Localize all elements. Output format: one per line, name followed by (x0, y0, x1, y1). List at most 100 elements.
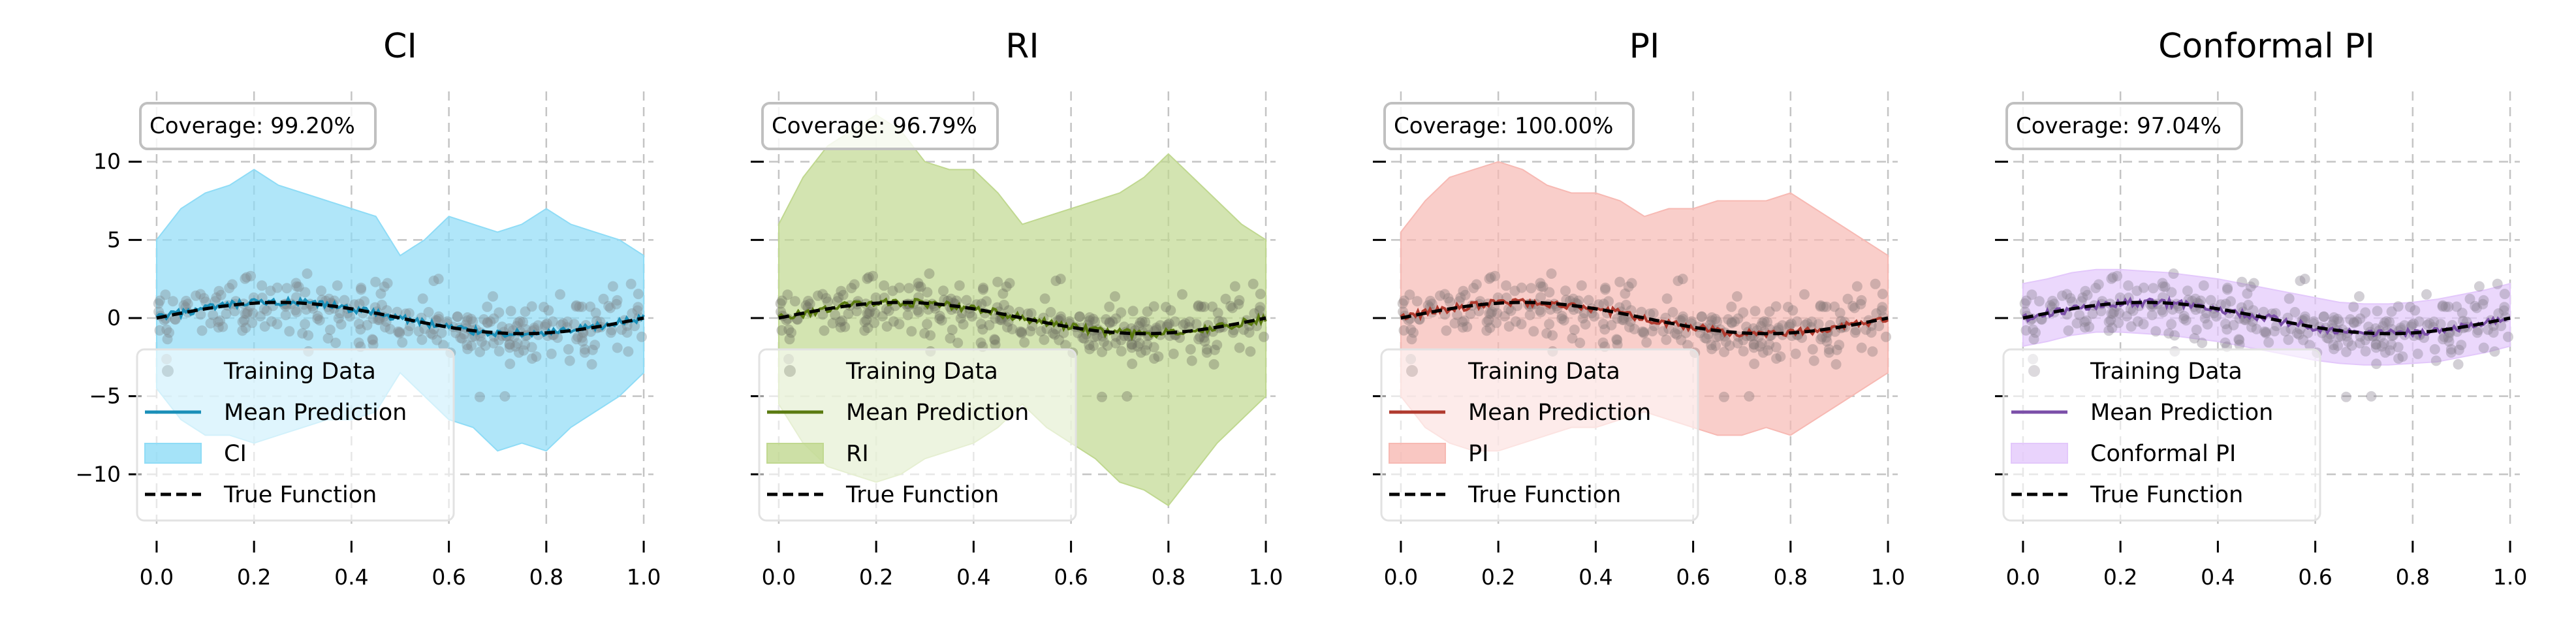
training-point (2421, 289, 2432, 300)
training-point (1877, 302, 1888, 313)
training-point (1849, 327, 1861, 338)
training-point (1425, 295, 1436, 306)
training-point (2283, 334, 2294, 345)
training-point (2180, 315, 2191, 326)
training-point (1589, 311, 1599, 322)
training-point (1676, 334, 1687, 345)
training-point (1829, 301, 1840, 312)
training-point (947, 325, 958, 335)
training-point (555, 289, 565, 300)
training-point (2381, 316, 2392, 327)
training-point (632, 305, 643, 316)
training-point (2284, 293, 2295, 304)
training-point (1546, 268, 1557, 279)
training-point (1667, 307, 1678, 317)
training-point (976, 319, 986, 329)
panel-1: −10 −5 0 5 10 0.0 0.2 0.4 0.6 0.8 1.0 CI Coverage: 9… (75, 27, 661, 590)
training-point (247, 317, 258, 329)
training-point (2366, 391, 2377, 402)
training-point (2295, 276, 2306, 286)
training-point (2157, 278, 2168, 289)
training-point (1686, 316, 1697, 327)
training-point (989, 334, 1000, 345)
training-point (518, 317, 529, 327)
training-point (990, 334, 1001, 345)
training-point (345, 311, 355, 322)
training-point (2160, 281, 2171, 293)
training-point (2190, 293, 2201, 304)
training-point (475, 346, 486, 357)
training-point (1462, 321, 1473, 332)
training-point (1842, 293, 1853, 304)
training-point (191, 290, 201, 301)
training-point (2370, 342, 2381, 353)
training-point (272, 319, 283, 330)
training-point (1140, 345, 1151, 356)
training-point (547, 316, 558, 327)
training-point (2233, 334, 2244, 345)
training-point (1435, 290, 1445, 301)
training-point (542, 318, 552, 329)
training-point (2328, 340, 2339, 351)
training-point (1534, 304, 1545, 315)
y-tick-label: −10 (75, 461, 121, 487)
training-point (1505, 305, 1516, 316)
training-point (1544, 287, 1555, 298)
training-point (382, 278, 393, 289)
x-tick-label: 0.2 (859, 564, 893, 590)
training-point (1458, 285, 1469, 296)
training-point (1484, 308, 1495, 319)
training-point (213, 285, 225, 296)
x-tick-label: 0.4 (956, 564, 990, 590)
true-function-line (156, 300, 644, 336)
training-point (284, 326, 295, 337)
training-point (1786, 318, 1797, 329)
training-point (984, 319, 995, 330)
training-point (1569, 325, 1580, 335)
training-point (1092, 330, 1103, 342)
training-point (1754, 341, 1765, 352)
training-point (1729, 316, 1740, 327)
training-point (586, 359, 597, 370)
training-point (1657, 326, 1669, 337)
training-point (776, 295, 787, 306)
training-point (240, 273, 251, 284)
training-point (571, 300, 582, 311)
training-point (1126, 339, 1137, 350)
training-point (2293, 329, 2304, 340)
training-point (450, 327, 462, 338)
training-point (1823, 347, 1834, 358)
training-point (307, 303, 319, 314)
training-point (2499, 302, 2510, 313)
x-tick-label: 1.0 (2493, 564, 2527, 590)
training-point (2489, 346, 2500, 357)
training-point (1259, 331, 1269, 342)
training-point (1245, 346, 1256, 357)
legend-label: Training Data (1468, 359, 1620, 385)
training-point (2302, 327, 2314, 338)
training-point (520, 306, 531, 317)
x-tick-label: 0.6 (432, 564, 465, 590)
training-point (1799, 289, 1810, 300)
training-data-points (775, 268, 1269, 402)
training-point (1797, 332, 1808, 344)
training-point (2445, 347, 2457, 358)
training-point (1199, 332, 1210, 343)
training-point (2258, 306, 2269, 317)
training-point (1783, 302, 1793, 313)
training-point (1022, 308, 1033, 319)
training-point (2220, 298, 2231, 310)
coverage-box (761, 102, 999, 150)
training-point (1039, 293, 1050, 304)
x-tick-label: 0.2 (237, 564, 271, 590)
training-point (964, 308, 975, 319)
training-point (2472, 327, 2483, 338)
training-point (2096, 306, 2107, 317)
training-point (2445, 344, 2457, 355)
training-point (1193, 300, 1204, 311)
training-point (2234, 339, 2245, 350)
training-point (2321, 332, 2333, 344)
training-point (1457, 322, 1468, 333)
training-point (362, 319, 373, 330)
